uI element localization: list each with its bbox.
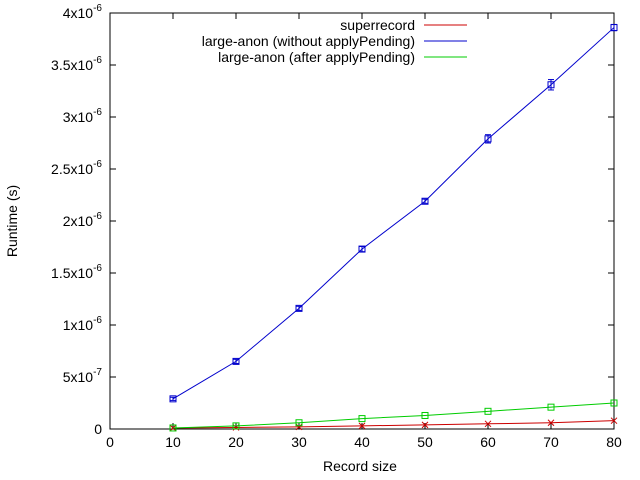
legend-label: large-anon (after applyPending): [218, 49, 415, 65]
series-line: [172, 27, 615, 400]
data-point: [295, 419, 303, 427]
x-tick-label: 0: [106, 434, 114, 450]
series-2: [169, 23, 618, 403]
x-axis-ticks: 0 10 20 30 40 50 60 70 80: [106, 13, 622, 450]
y-axis-label: Runtime (s): [4, 185, 20, 257]
data-point: [358, 415, 366, 423]
data-point: [232, 357, 240, 365]
y-tick-label: 5x10-7: [63, 367, 103, 385]
data-point: [169, 424, 177, 432]
x-axis-label: Record size: [323, 458, 397, 474]
data-point: [547, 403, 555, 411]
data-point: [610, 417, 618, 425]
data-point: [610, 24, 618, 32]
data-point: [484, 407, 492, 415]
data-point: [547, 419, 555, 427]
data-point: [358, 422, 366, 430]
data-point: [421, 411, 429, 419]
data-point: [421, 421, 429, 429]
y-tick-label: 3x10-6: [63, 107, 103, 125]
x-tick-label: 30: [291, 434, 307, 450]
x-tick-label: 60: [480, 434, 496, 450]
y-tick-label: 2.5x10-6: [51, 159, 102, 177]
data-point: [484, 135, 492, 143]
y-tick-label: 0: [94, 421, 102, 437]
data-point: [358, 245, 366, 253]
data-point: [232, 422, 240, 430]
data-point: [610, 399, 618, 407]
data-point: [421, 197, 429, 205]
x-tick-label: 50: [417, 434, 433, 450]
series-layer: [169, 23, 618, 432]
y-tick-label: 1.5x10-6: [51, 263, 102, 281]
y-axis-ticks: 0 5x10-7 1x10-6 1.5x10-6 2x10-6 2.5x10-6 3x10-…: [51, 3, 614, 437]
series-3: [169, 399, 618, 432]
x-tick-label: 70: [543, 434, 559, 450]
series-line: [172, 402, 615, 429]
y-tick-label: 3.5x10-6: [51, 55, 102, 73]
y-tick-label: 2x10-6: [63, 211, 103, 229]
data-point: [484, 420, 492, 428]
series-line: [172, 420, 615, 429]
data-point: [295, 423, 303, 431]
plot-frame: [109, 12, 615, 430]
legend-label: large-anon (without applyPending): [202, 33, 415, 49]
data-point: [169, 395, 177, 403]
x-tick-label: 40: [354, 434, 370, 450]
y-tick-label: 4x10-6: [63, 3, 103, 21]
legend-label: superrecord: [340, 17, 415, 33]
plot-border: [109, 12, 615, 430]
y-tick-label: 1x10-6: [63, 315, 103, 333]
x-tick-label: 80: [606, 434, 622, 450]
x-tick-label: 20: [228, 434, 244, 450]
data-point: [295, 304, 303, 312]
data-point: [547, 81, 555, 89]
x-tick-label: 10: [165, 434, 181, 450]
